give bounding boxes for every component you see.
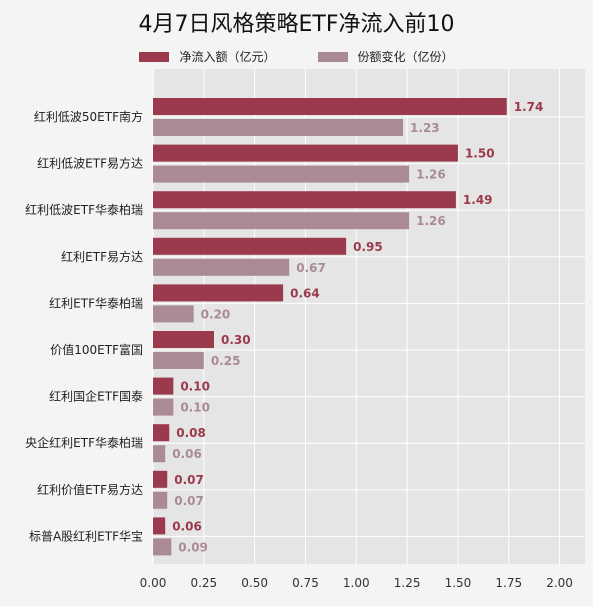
data-label-net-inflow: 0.07 (174, 473, 204, 487)
bar-net-inflow (153, 377, 174, 395)
x-tick-label: 0.50 (241, 576, 268, 590)
bar-share-change (153, 212, 410, 230)
category-label: 红利ETF易方达 (61, 249, 143, 264)
category-label: 红利ETF华泰柏瑞 (49, 295, 143, 310)
data-label-net-inflow: 1.74 (514, 100, 544, 114)
x-tick-label: 1.25 (394, 576, 421, 590)
data-label-net-inflow: 0.06 (172, 519, 202, 533)
bar-net-inflow (153, 237, 347, 255)
data-label-net-inflow: 0.30 (221, 333, 251, 347)
data-label-share-change: 0.20 (201, 307, 231, 321)
x-tick-label: 1.50 (445, 576, 472, 590)
x-tick-label: 0.75 (292, 576, 319, 590)
category-label: 红利低波ETF华泰柏瑞 (25, 202, 143, 217)
data-label-share-change: 1.23 (410, 121, 440, 135)
x-tick-label: 1.00 (343, 576, 370, 590)
category-label: 央企红利ETF华泰柏瑞 (25, 435, 143, 450)
data-label-share-change: 0.25 (211, 354, 241, 368)
bar-share-change (153, 305, 194, 323)
data-label-share-change: 0.06 (172, 447, 202, 461)
data-label-net-inflow: 1.50 (465, 147, 495, 161)
data-label-share-change: 0.67 (296, 261, 326, 275)
bar-share-change (153, 538, 172, 556)
bar-net-inflow (153, 191, 456, 209)
x-tick-label: 0.00 (140, 576, 167, 590)
data-label-share-change: 1.26 (416, 168, 446, 182)
bar-share-change (153, 445, 166, 463)
x-tick-label: 2.00 (546, 576, 573, 590)
legend-label-share-change: 份额变化（亿份） (357, 50, 454, 64)
bar-net-inflow (153, 331, 214, 348)
category-label: 红利价值ETF易方达 (37, 482, 143, 497)
bar-share-change (153, 491, 168, 509)
bar-net-inflow (153, 284, 284, 302)
bar-net-inflow (153, 470, 168, 488)
legend: 净流入额（亿元） 份额变化（亿份） (0, 48, 593, 65)
data-label-net-inflow: 0.08 (176, 426, 206, 440)
category-label: 红利低波50ETF南方 (34, 109, 143, 124)
legend-swatch-net-inflow (139, 51, 170, 62)
data-label-share-change: 1.26 (416, 214, 446, 228)
legend-item-net-inflow: 净流入额（亿元） (139, 48, 276, 65)
data-label-net-inflow: 0.10 (180, 380, 210, 394)
x-tick-label: 1.75 (495, 576, 522, 590)
chart-title: 4月7日风格策略ETF净流入前10 (138, 12, 455, 37)
category-label: 红利国企ETF国泰 (49, 389, 143, 404)
category-label: 标普A股红利ETF华宝 (29, 528, 143, 543)
data-label-share-change: 0.10 (180, 401, 210, 415)
category-label: 红利低波ETF易方达 (37, 156, 143, 171)
bar-net-inflow (153, 517, 166, 535)
data-label-share-change: 0.09 (178, 540, 208, 554)
bar-share-change (153, 119, 404, 136)
bar-net-inflow (153, 144, 458, 162)
bar-net-inflow (153, 98, 507, 115)
data-label-share-change: 0.07 (174, 494, 204, 508)
category-label: 价值100ETF富国 (50, 342, 143, 357)
bar-share-change (153, 352, 204, 369)
data-label-net-inflow: 0.64 (290, 286, 320, 300)
bar-share-change (153, 165, 410, 183)
x-tick-label: 0.25 (190, 576, 217, 590)
legend-item-share-change: 份额变化（亿份） (317, 48, 454, 65)
data-label-net-inflow: 1.49 (463, 193, 493, 207)
data-label-net-inflow: 0.95 (353, 240, 383, 254)
legend-label-net-inflow: 净流入额（亿元） (179, 50, 276, 64)
bar-share-change (153, 398, 174, 416)
legend-swatch-share-change (317, 51, 348, 62)
bar-net-inflow (153, 424, 170, 442)
bar-share-change (153, 258, 290, 276)
